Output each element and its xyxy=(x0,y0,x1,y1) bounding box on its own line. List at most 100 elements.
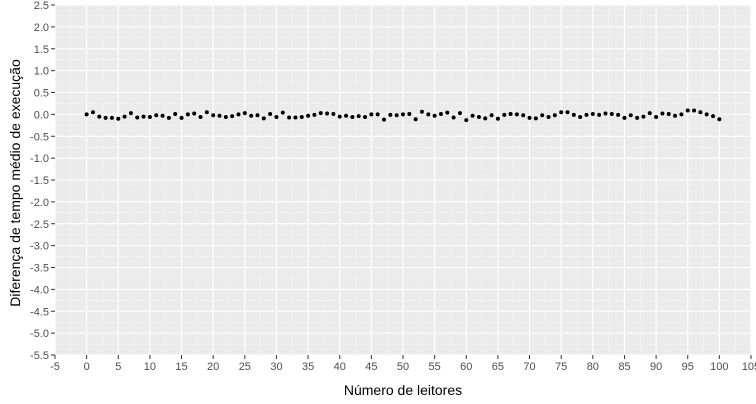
data-point xyxy=(312,112,317,117)
data-point xyxy=(660,111,665,116)
y-axis-ticks: 2.5 2.0 1.5 1.0 0.5 0.0 -0.5 -1.0 -1.5 -2.0 -2.5 -3… xyxy=(30,0,55,362)
data-point xyxy=(546,115,551,119)
data-point xyxy=(533,116,538,121)
y-tick-label: 2.5 xyxy=(34,0,49,12)
major-gridlines xyxy=(54,4,752,356)
y-tick-label: -2.5 xyxy=(30,219,49,231)
data-point xyxy=(223,115,228,119)
data-point xyxy=(318,111,323,116)
y-tick-label: -3.0 xyxy=(30,241,49,253)
data-point xyxy=(255,113,260,118)
data-point xyxy=(179,115,184,120)
data-point xyxy=(261,116,266,121)
x-tick-label: 65 xyxy=(492,361,504,373)
data-point xyxy=(103,115,108,120)
data-point xyxy=(432,113,437,118)
data-point xyxy=(274,115,279,119)
data-point xyxy=(470,113,475,118)
data-point xyxy=(242,111,247,116)
x-tick-label: 40 xyxy=(334,361,346,373)
x-tick-label: 30 xyxy=(270,361,282,373)
x-tick-label: 75 xyxy=(555,361,567,373)
data-point xyxy=(590,111,595,116)
data-point xyxy=(185,112,190,117)
data-point xyxy=(198,115,203,119)
data-point xyxy=(344,113,349,118)
y-tick-label: -1.0 xyxy=(30,153,49,165)
data-point xyxy=(540,113,545,118)
data-point xyxy=(375,112,380,117)
x-tick-label: 60 xyxy=(460,361,472,373)
x-tick-label: 70 xyxy=(523,361,535,373)
data-point xyxy=(280,110,285,115)
data-point xyxy=(552,113,557,118)
data-point xyxy=(166,115,171,120)
data-point xyxy=(571,112,576,117)
x-tick-label: 45 xyxy=(365,361,377,373)
data-point xyxy=(287,115,292,120)
data-point xyxy=(685,108,690,113)
data-point xyxy=(135,115,140,120)
data-point xyxy=(698,110,703,115)
x-tick-label: 35 xyxy=(302,361,314,373)
data-point xyxy=(445,110,450,115)
data-point xyxy=(502,112,507,117)
data-point xyxy=(495,116,500,121)
data-point xyxy=(268,111,273,116)
x-axis-ticks: -5 0 5 10 15 20 25 30 35 40 45 50 55 60 65 70 75 80 85 90 95… xyxy=(50,355,756,373)
data-point xyxy=(293,115,298,120)
data-point xyxy=(382,117,387,122)
data-point xyxy=(559,110,564,115)
y-axis-title: Diferença de tempo médio de execução xyxy=(7,59,23,307)
y-tick-label: -4.5 xyxy=(30,306,49,318)
data-point xyxy=(464,118,469,123)
y-tick-label: -1.5 xyxy=(30,175,49,187)
data-point xyxy=(141,114,146,119)
data-point xyxy=(476,115,481,119)
data-point xyxy=(122,114,127,119)
data-point xyxy=(666,111,671,116)
x-tick-label: 105 xyxy=(742,361,756,373)
y-tick-label: 0.0 xyxy=(34,109,49,121)
data-point xyxy=(299,115,304,119)
data-point xyxy=(401,112,405,117)
data-point xyxy=(521,113,526,118)
data-point xyxy=(211,113,216,118)
data-point xyxy=(603,111,608,116)
data-point xyxy=(483,116,488,121)
y-tick-label: -2.0 xyxy=(30,197,49,209)
x-tick-label: 50 xyxy=(397,361,409,373)
data-point xyxy=(419,109,424,114)
data-point xyxy=(489,113,494,118)
data-point xyxy=(622,115,627,120)
data-point xyxy=(154,113,159,118)
y-tick-label: 1.5 xyxy=(34,44,49,56)
data-point xyxy=(679,112,684,117)
data-point xyxy=(230,114,235,119)
data-point xyxy=(654,115,659,119)
y-tick-label: 2.0 xyxy=(34,22,49,34)
data-points xyxy=(84,108,722,123)
data-point xyxy=(363,115,368,119)
data-point xyxy=(109,115,114,120)
data-point xyxy=(350,115,355,119)
y-tick-label: -5.0 xyxy=(30,328,49,340)
data-point xyxy=(369,112,374,117)
data-point xyxy=(584,112,589,117)
x-tick-label: -5 xyxy=(50,361,60,373)
x-tick-label: 85 xyxy=(618,361,630,373)
x-tick-label: 20 xyxy=(207,361,219,373)
data-point xyxy=(147,115,152,119)
data-point xyxy=(565,110,570,115)
data-point xyxy=(84,112,89,117)
data-point xyxy=(514,112,519,117)
data-point xyxy=(647,111,652,116)
data-point xyxy=(249,113,254,118)
data-point xyxy=(457,111,462,116)
y-tick-label: 1.0 xyxy=(34,66,49,78)
y-tick-label: -5.5 xyxy=(30,350,49,362)
x-tick-label: 25 xyxy=(239,361,251,373)
data-point xyxy=(173,111,178,116)
data-point xyxy=(451,115,456,120)
